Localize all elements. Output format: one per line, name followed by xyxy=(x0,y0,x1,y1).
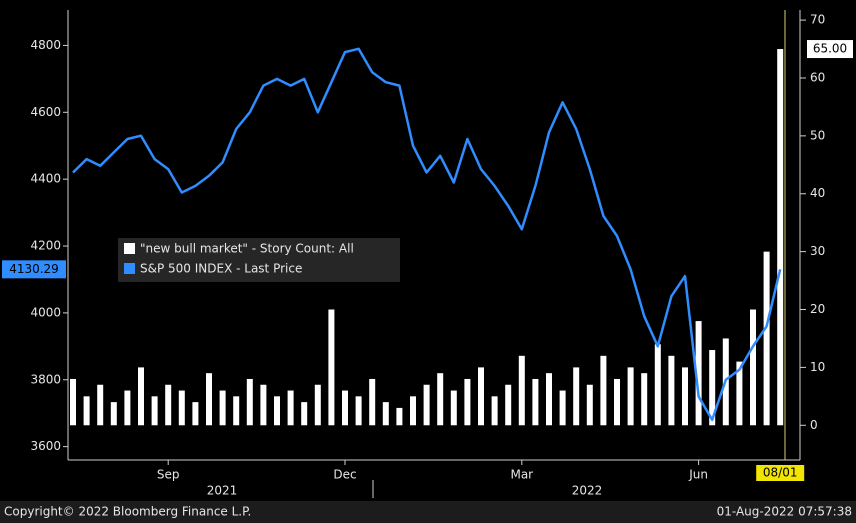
bar xyxy=(206,373,212,426)
bar xyxy=(668,355,675,426)
y2-tick-label: 40 xyxy=(810,186,825,200)
legend: "new bull market" - Story Count: All S&P… xyxy=(118,238,400,282)
bar xyxy=(233,396,240,426)
bar xyxy=(546,373,552,426)
bar xyxy=(763,251,770,426)
bar xyxy=(777,49,784,426)
x-tick-label: Sep xyxy=(157,468,180,482)
bar xyxy=(382,402,389,426)
y2-tick-label: 60 xyxy=(810,70,825,84)
bar xyxy=(695,321,702,426)
bar xyxy=(178,390,185,426)
y2-tick-label: 70 xyxy=(810,13,825,27)
legend-swatch xyxy=(124,263,135,274)
footer-left: Copyright© 2022 Bloomberg Finance L.P. xyxy=(4,505,251,519)
bar xyxy=(641,373,648,426)
bar xyxy=(165,384,172,426)
last-value-tag xyxy=(807,40,853,59)
y-tick-label: 4600 xyxy=(30,105,61,119)
bar xyxy=(328,309,335,426)
year-label: 2021 xyxy=(207,484,238,498)
bar xyxy=(355,396,362,426)
bar xyxy=(192,402,199,426)
y-tick-label: 3800 xyxy=(30,372,61,386)
legend-box xyxy=(118,238,400,282)
y2-tick-label: 50 xyxy=(810,128,825,142)
legend-label: "new bull market" - Story Count: All xyxy=(140,242,354,256)
y-tick-label: 3600 xyxy=(30,439,61,453)
y-tick-label: 4400 xyxy=(30,172,61,186)
last-value-label: 65.00 xyxy=(813,42,847,56)
bar xyxy=(342,390,348,426)
bar xyxy=(301,402,308,426)
y2-tick-label: 0 xyxy=(810,418,818,432)
bar xyxy=(260,384,267,426)
bar xyxy=(478,367,484,426)
bar xyxy=(246,378,253,426)
bar xyxy=(682,367,688,426)
bar xyxy=(138,367,144,426)
bar xyxy=(70,378,76,426)
y-tick-label: 4000 xyxy=(30,305,61,319)
year-label: 2022 xyxy=(572,484,603,498)
bar xyxy=(410,396,416,426)
bar xyxy=(437,373,444,426)
bar xyxy=(83,396,90,426)
end-date-tag xyxy=(756,465,805,481)
bar xyxy=(750,309,756,426)
bar xyxy=(532,378,539,426)
bar xyxy=(314,384,321,426)
line xyxy=(72,47,782,422)
bar xyxy=(369,378,376,426)
legend-swatch xyxy=(124,243,135,254)
end-date-label: 08/01 xyxy=(763,466,798,480)
footer-right: 01-Aug-2022 07:57:38 xyxy=(717,505,852,519)
bar xyxy=(110,402,117,426)
y2-tick-label: 20 xyxy=(810,302,825,316)
bar xyxy=(709,350,716,426)
bar xyxy=(287,390,294,426)
bar xyxy=(97,384,104,426)
last-value-label: 4130.29 xyxy=(9,262,59,276)
bar xyxy=(586,384,593,426)
x-tick-label: Mar xyxy=(510,468,533,482)
bar xyxy=(505,384,512,426)
legend-label: S&P 500 INDEX - Last Price xyxy=(140,262,302,276)
y2-tick-label: 10 xyxy=(810,360,825,374)
bar xyxy=(518,355,525,426)
y-tick-label: 4200 xyxy=(30,239,61,253)
bar xyxy=(219,390,226,426)
footer xyxy=(0,501,856,523)
bar xyxy=(396,407,403,426)
x-tick-label: Jun xyxy=(688,468,708,482)
bar xyxy=(654,344,661,426)
bar xyxy=(736,361,743,426)
bar xyxy=(573,367,580,426)
bar xyxy=(627,367,634,426)
x-tick-label: Dec xyxy=(333,468,356,482)
bar xyxy=(614,378,620,426)
bar xyxy=(423,384,430,426)
bar xyxy=(600,355,607,426)
bar xyxy=(274,396,280,426)
bar xyxy=(124,390,131,426)
bar xyxy=(450,390,457,426)
y2-tick-label: 30 xyxy=(810,244,825,258)
last-value-tag xyxy=(2,260,66,279)
bar xyxy=(151,396,158,426)
y-tick-label: 4800 xyxy=(30,38,61,52)
bar xyxy=(559,390,566,426)
bar xyxy=(491,396,498,426)
bar xyxy=(464,378,471,426)
